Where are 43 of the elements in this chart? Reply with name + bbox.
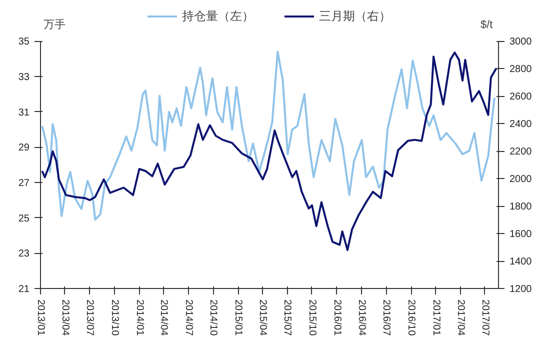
x-tick-label: 2014/07 <box>182 300 194 336</box>
y2-tick-label: 1800 <box>510 202 532 213</box>
y-tick-label: 35 <box>18 36 30 48</box>
x-tick-label: 2013/10 <box>108 300 120 336</box>
y2-tick-label: 2800 <box>510 64 532 76</box>
x-tick-label: 2013/07 <box>84 300 95 336</box>
y-axis-title: 万手 <box>44 18 66 32</box>
y-tick-label: 25 <box>18 213 30 224</box>
x-tick-label: 2015/07 <box>282 300 293 336</box>
x-tick-label: 2013/01 <box>35 300 46 336</box>
y2-tick-label: 1400 <box>510 256 532 268</box>
y-tick-label: 27 <box>18 178 30 189</box>
x-tick-label: 2017/01 <box>430 300 442 336</box>
x-tick-label: 2016/07 <box>380 300 392 336</box>
x-tick-label: 2017/04 <box>454 300 466 336</box>
y2-tick-label: 1200 <box>510 284 532 295</box>
y2-tick-label: 2200 <box>510 146 532 158</box>
x-tick-label: 2015/04 <box>256 300 268 336</box>
y2-tick-label: 3000 <box>510 36 532 48</box>
x-tick-label: 2013/04 <box>59 300 70 336</box>
x-tick-label: 2016/01 <box>331 300 342 336</box>
y-tick-label: 23 <box>18 248 30 260</box>
y-tick-label: 29 <box>18 142 30 154</box>
x-tick-label: 2015/01 <box>232 300 244 336</box>
legend-label: 持仓量（左） <box>182 8 254 24</box>
x-tick-label: 2015/10 <box>306 300 318 336</box>
y2-tick-label: 1600 <box>510 229 532 240</box>
y-tick-label: 33 <box>18 72 30 83</box>
line-series <box>41 50 496 221</box>
x-tick-label: 2014/10 <box>208 300 219 336</box>
y2-tick-label: 2600 <box>510 92 532 103</box>
x-tick-label: 2017/07 <box>479 300 490 336</box>
y-tick-label: 21 <box>18 284 30 295</box>
y-tick-label: 31 <box>18 107 30 118</box>
legend-label: 三月期（右） <box>319 8 391 24</box>
x-tick-label: 2014/04 <box>158 300 170 336</box>
x-tick-label: 2016/10 <box>406 300 417 336</box>
y2-tick-label: 2000 <box>510 174 532 186</box>
y2-axis-title: $/t <box>480 19 493 32</box>
y2-tick-label: 2400 <box>510 119 532 130</box>
x-tick-label: 2014/01 <box>134 300 145 336</box>
line-series <box>41 52 498 252</box>
x-tick-label: 2016/04 <box>356 300 368 336</box>
